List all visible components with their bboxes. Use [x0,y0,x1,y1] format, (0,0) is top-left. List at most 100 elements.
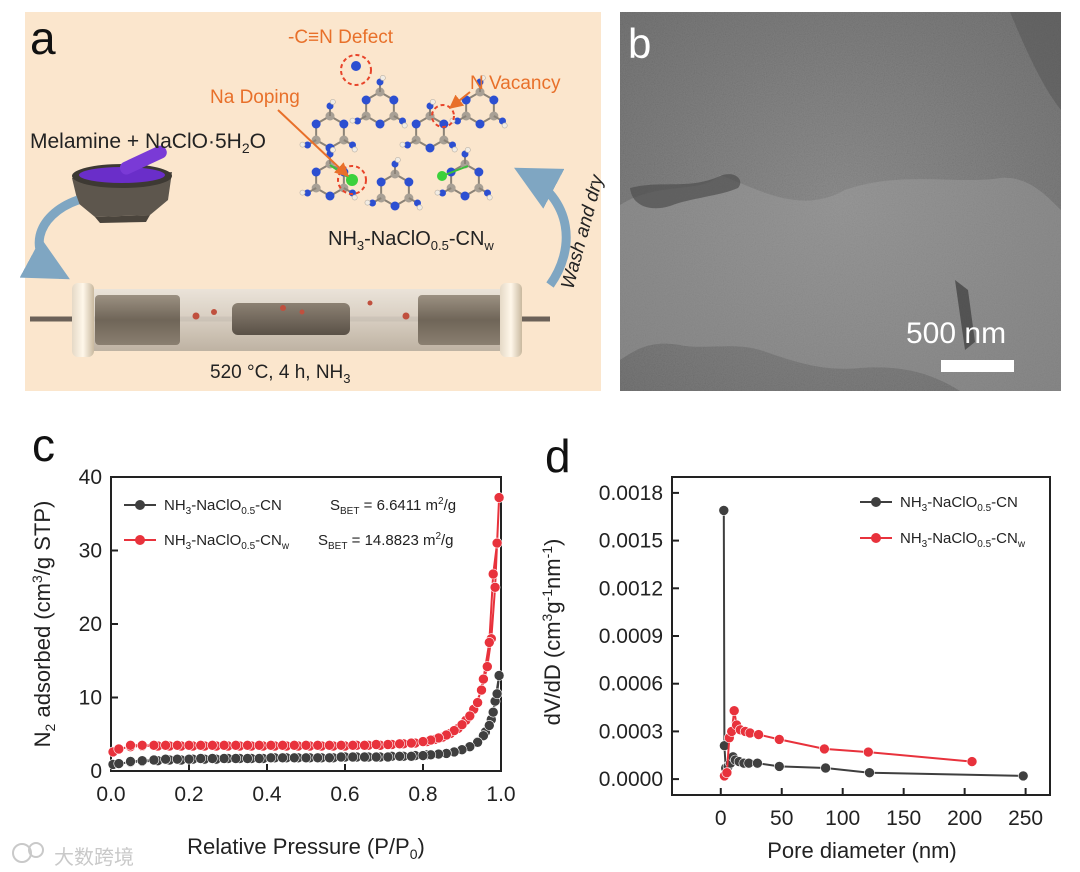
right-cycle-arrow [514,167,571,288]
chart-c-data-point-2 [394,738,405,750]
legend-c-sbet-2: SBET = 14.8823 m2/g [318,531,454,552]
chart-d-data-point-1 [718,505,730,516]
chart-c-data-point-2 [265,739,277,751]
chart-c-data-point-1 [405,750,417,762]
sodium-atom [437,171,447,181]
nitrogen-atom [453,117,461,125]
chart-c-data-point-2 [253,739,265,751]
scale-bar [941,360,1014,372]
chart-c-data-point-2 [493,492,505,503]
nitrogen-atom [303,189,311,197]
nitrogen-atom [303,141,311,149]
hydrogen-atom [351,194,358,201]
nitrogen-atom [311,119,321,129]
x-tick-label: 0.4 [252,783,282,806]
legend-c-label-1: NH3-NaClO0.5-CN [164,497,282,517]
nitrogen-atom [376,177,386,187]
precursor-label: Melamine + NaClO·5H2O [30,130,266,156]
conditions-label: 520 °C, 4 h, NH3 [210,362,351,386]
chart-c-data-point-1 [335,751,347,763]
chart-c-data-point-1 [324,752,335,764]
chart-c-data-point-2 [417,736,429,747]
y-tick-label: 0 [90,760,102,783]
sodium-atom [346,174,358,186]
y-tick-label: 0.0009 [599,625,663,648]
x-tick-label: 1.0 [486,783,515,806]
hydrogen-atom [351,146,358,153]
chart-c-data-point-2 [113,743,125,755]
hydrogen-atom [349,117,356,124]
chart-c-data-point-2 [382,739,394,750]
chart-c-data-point-2 [160,739,171,751]
chart-c-data-point-2 [207,739,218,751]
chart-c-data-point-1 [300,752,312,764]
hydrogen-atom [329,98,336,105]
chart-d-data-point-1 [864,767,875,779]
x-tick-label: 0.6 [330,783,359,806]
nitrogen-atom [375,119,385,129]
tube-furnace-icon [30,283,550,357]
chart-c-data-point-2 [218,739,230,751]
chart-c-data-point-1 [312,752,324,764]
hydrogen-atom [394,156,401,163]
chart-c-data-point-2 [359,739,370,751]
chart-c-ylabel: N2 adsorbed (cm3/g STP) [29,501,58,748]
chart-c-data-point-1 [160,753,171,765]
x-tick-label: 200 [947,807,982,830]
cn-defect-atom [351,61,361,71]
chart-d-data-point-1 [773,761,785,772]
hydrogen-atom [299,141,306,148]
nitrogen-atom [311,167,321,177]
chart-c-data-point-2 [183,739,195,751]
panel-d-letter: d [545,430,571,482]
chart-c-data-point-1 [125,756,136,767]
hydrogen-atom [486,194,493,201]
hydrogen-atom [464,146,471,153]
y-tick-label: 0.0015 [599,530,663,553]
legend-d-label-2: NH3-NaClO0.5-CNw [900,530,1026,550]
chart-c-data-point-2 [347,739,359,751]
chart-c-data-point-1 [483,720,495,731]
nitrogen-atom [404,177,414,187]
hydrogen-atom [479,74,486,81]
chart-c-xlabel: Relative Pressure (P/P0) [187,834,425,862]
panel-b-letter: b [628,20,651,67]
nitrogen-atom [353,117,361,125]
chart-c-data-point-1 [277,752,288,764]
nitrogen-atom [368,199,376,207]
watermark: 大数跨境 [10,840,150,869]
panel-a-letter: a [30,12,56,64]
na-doping-label: Na Doping [210,87,300,108]
legend-d-marker-2 [871,533,881,543]
nitrogen-atom [475,119,485,129]
chart-c-data-point-2 [324,739,335,751]
nitrogen-atom [438,189,446,197]
chart-c-data-point-1 [347,751,359,763]
chart-d-data-point-2 [753,729,764,740]
chart-d-data-point-2 [728,705,740,717]
legend-c-marker-1 [135,500,145,510]
chart-c-data-point-2 [148,739,160,751]
nitrogen-atom [460,191,470,201]
product-label: NH3-NaClO0.5-CNw [328,228,494,253]
x-tick-label: 0.0 [96,783,125,806]
chart-c-data-point-1 [253,753,265,764]
chart-c-data-point-1 [359,751,370,763]
legend-c-sbet-1: SBET = 6.6411 m2/g [330,496,456,517]
x-tick-label: 50 [770,807,793,830]
y-tick-label: 40 [79,466,102,489]
chart-d-xlabel: Pore diameter (nm) [767,838,957,863]
chart-c-data-point-2 [288,739,300,751]
chart-c-data-point-1 [382,751,394,763]
x-tick-label: 0.2 [174,783,203,806]
chart-c-data-point-1 [491,688,503,700]
chart-d-data-point-1 [820,762,831,774]
chart-c-data-point-2 [464,710,476,722]
chart-c-data-point-2 [481,661,493,672]
x-tick-label: 0.8 [408,783,437,806]
chart-c-data-point-2 [335,739,347,751]
x-tick-label: 100 [825,807,860,830]
panel-b: b 500 nm [620,12,1061,391]
nitrogen-atom [439,119,449,129]
